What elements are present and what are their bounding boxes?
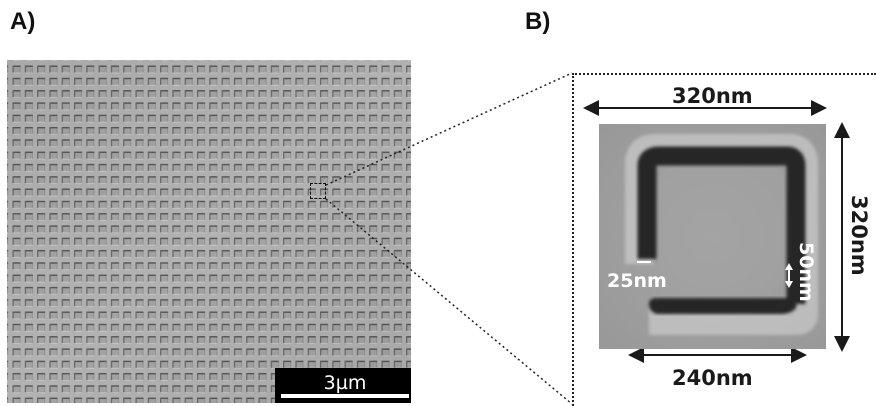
- panel-b-label: B): [525, 8, 551, 35]
- arm-width-label: 50nm: [795, 242, 817, 302]
- zoom-frame: [572, 73, 876, 406]
- panel-a-label: A): [10, 8, 36, 35]
- outer-width-label: 320nm: [672, 84, 753, 108]
- gap-width-label: 25nm: [607, 270, 667, 292]
- sem-split-ring-image: [599, 124, 826, 349]
- bottom-length-label: 240nm: [672, 366, 753, 390]
- scale-bar: 3µm: [275, 368, 411, 403]
- sem-array-image: 3µm: [7, 60, 411, 403]
- outer-height-label: 320nm: [847, 195, 871, 276]
- zoom-region-marker: [310, 183, 326, 199]
- scale-bar-line: [281, 394, 409, 398]
- scale-bar-label: 3µm: [323, 372, 367, 394]
